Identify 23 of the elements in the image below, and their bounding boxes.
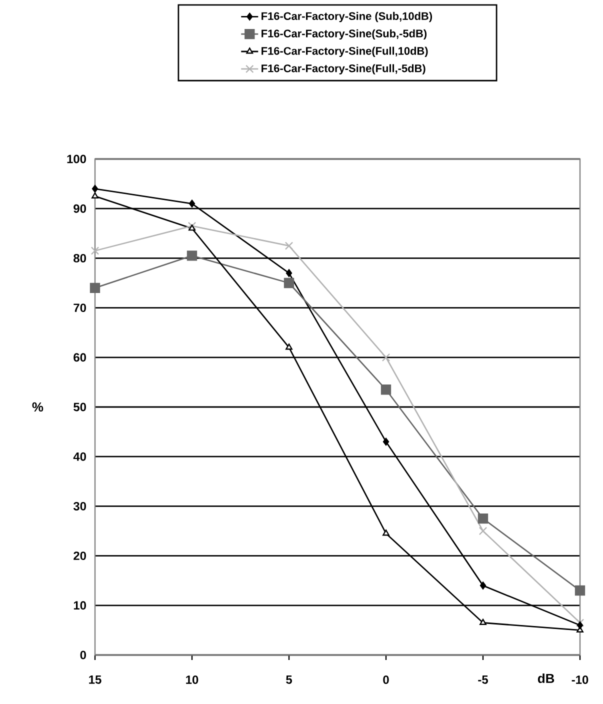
legend-label: F16-Car-Factory-Sine (Sub,10dB) [262,12,432,22]
x-tick-label: 15 [89,676,102,684]
x-tick-label: 10 [186,676,198,684]
x-tick-label: -10 [572,676,588,684]
x-tick-label: 0 [383,676,389,684]
x-tick-label: 5 [286,676,292,684]
y-axis-title: % [32,402,44,412]
y-tick-label: 60 [74,353,86,362]
y-tick-label: 50 [74,402,86,412]
y-tick-label: 0 [80,650,86,660]
y-tick-label: 30 [73,502,86,510]
y-tick-label: 20 [74,552,86,560]
legend-label: F16-Car-Factory-Sine(Full,-5dB) [262,64,426,74]
y-tick-label: 10 [74,601,86,610]
y-tick-label: 90 [74,204,86,213]
x-axis-title: dB [538,674,554,684]
y-tick-label: 80 [74,254,86,262]
legend-label: F16-Car-Factory-Sine(Sub,-5dB) [262,29,427,40]
y-tick-label: 40 [73,452,86,461]
y-tick-label: 100 [67,154,86,164]
x-tick-label: -5 [478,676,488,684]
legend-label: F16-Car-Factory-Sine(Full,10dB) [262,46,428,57]
y-tick-label: 70 [74,304,86,312]
